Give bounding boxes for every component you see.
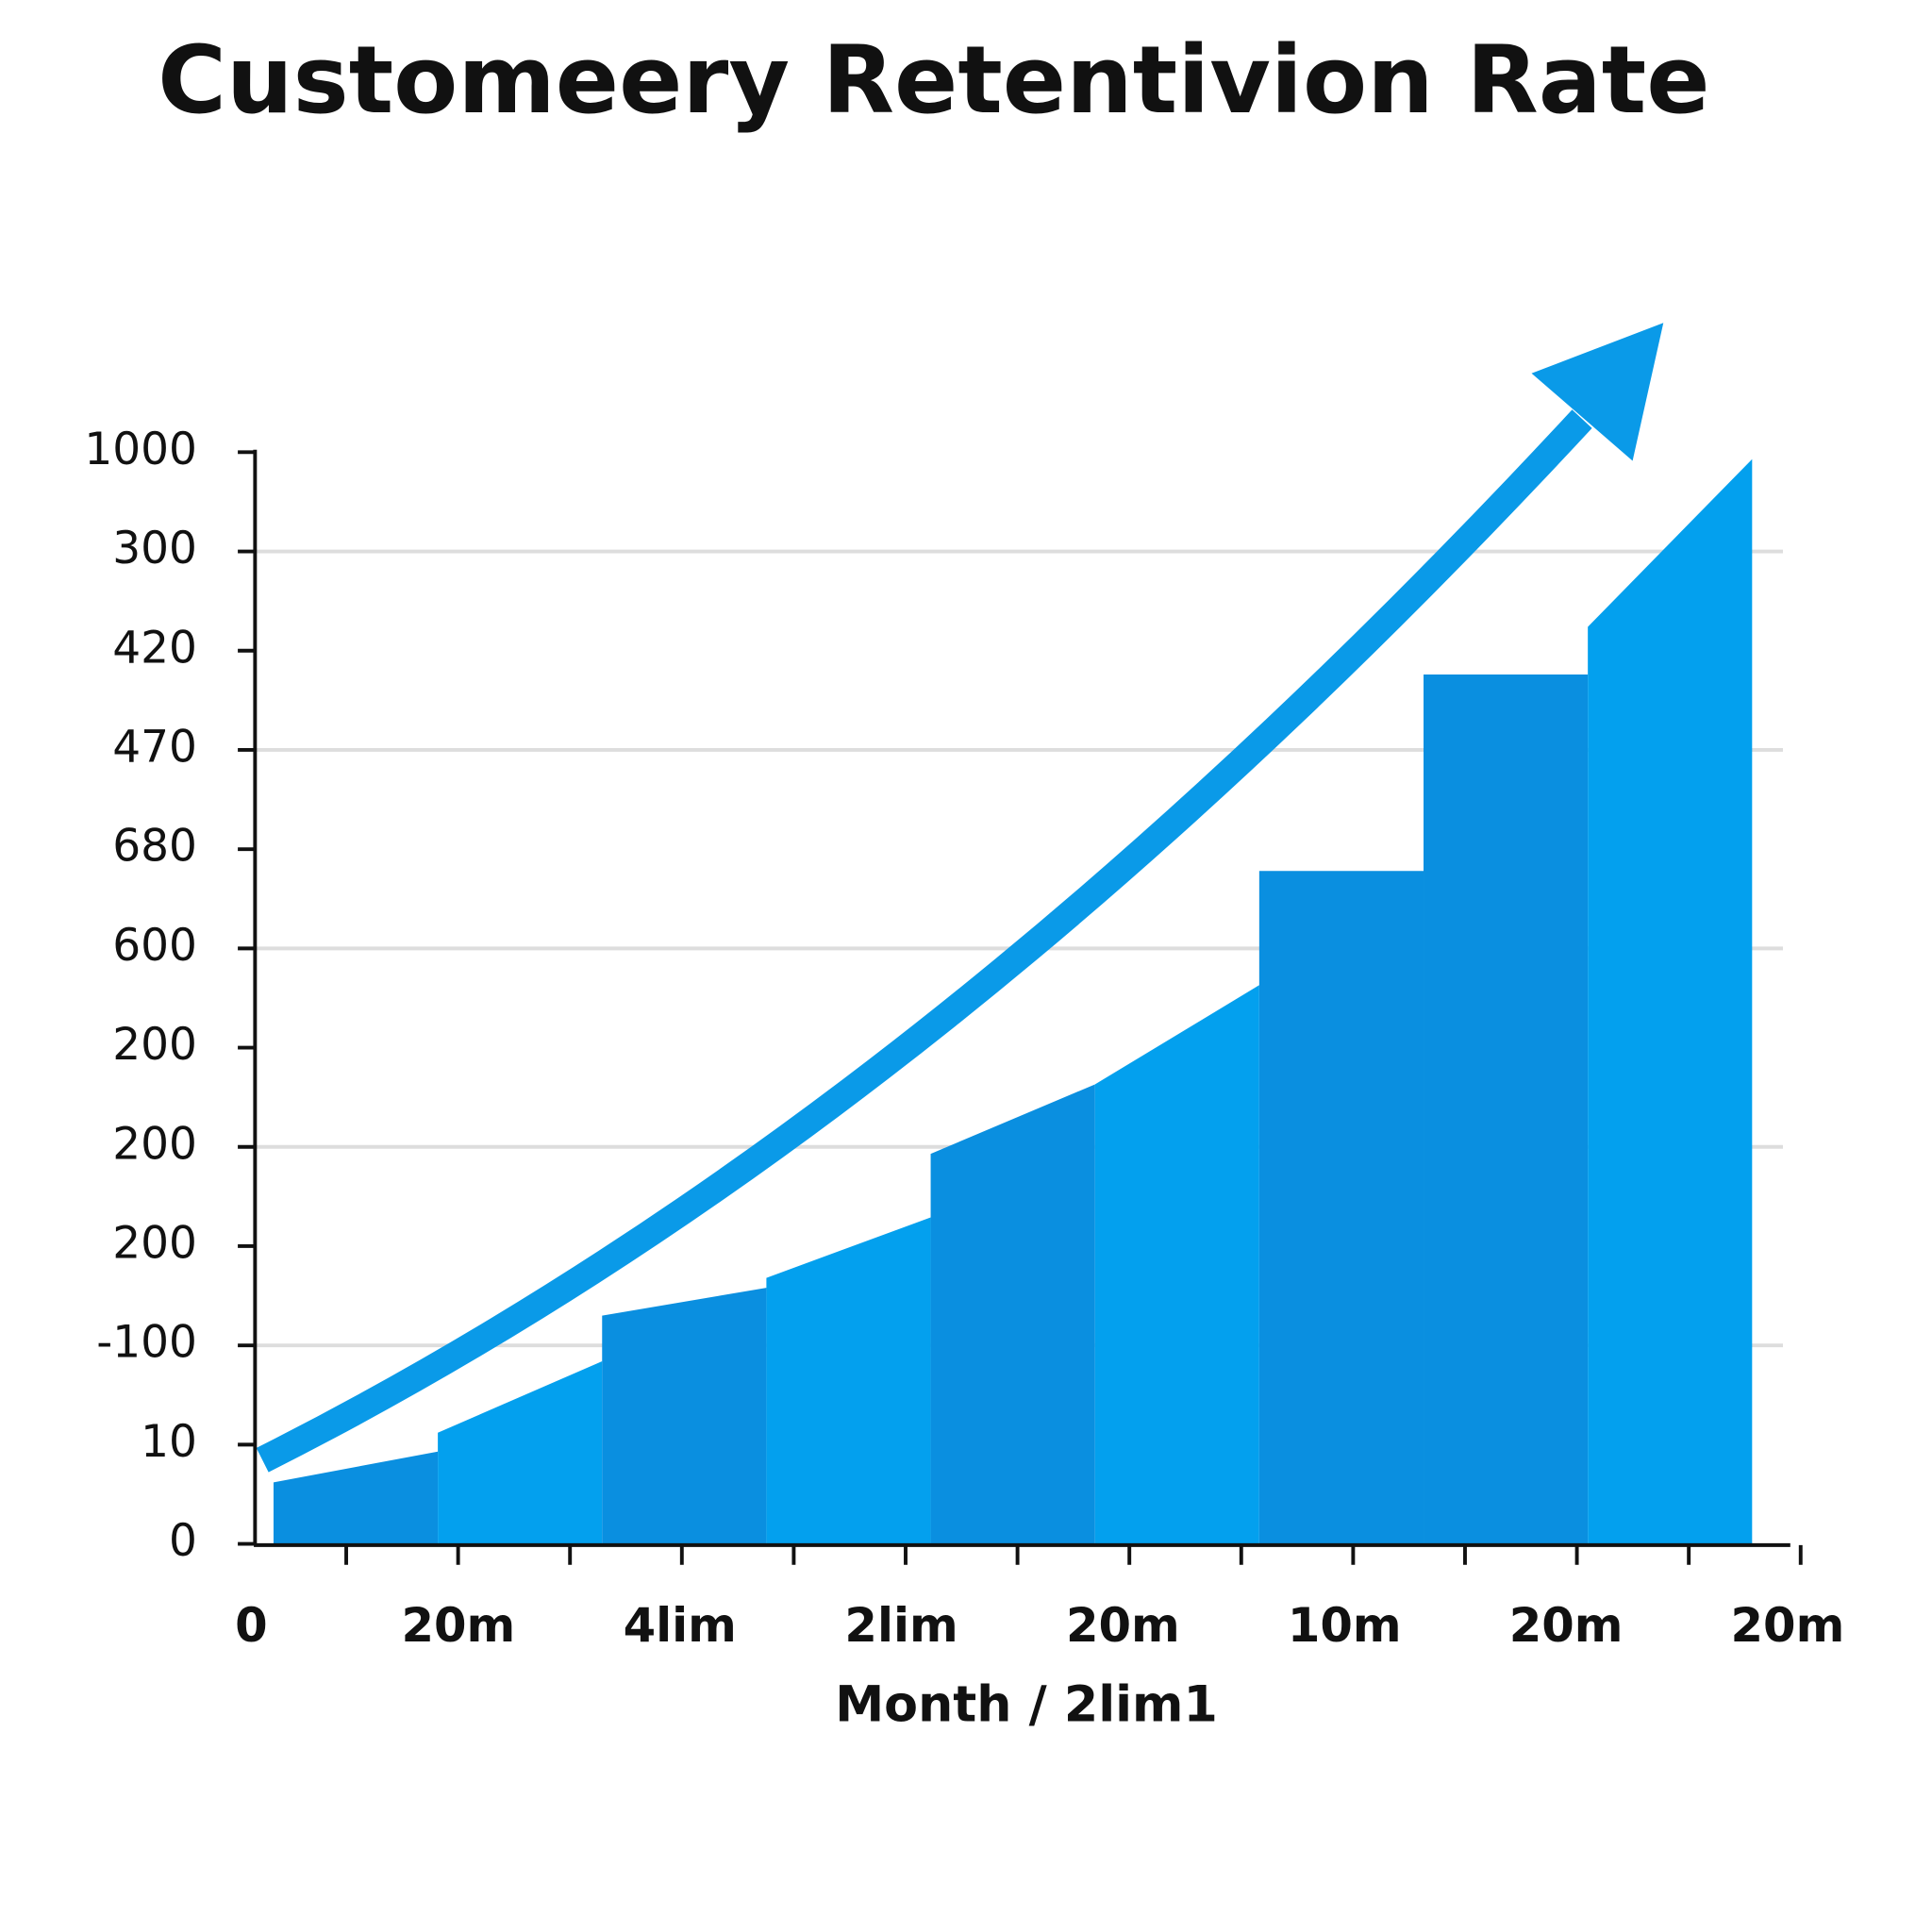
y-tick-label: 200 xyxy=(112,1019,197,1071)
bar xyxy=(273,1451,439,1544)
y-tick-label: 470 xyxy=(112,721,197,773)
labels: 0 10 -100 200 200 200 600 680 470 420 300 1000 0 20m 4… xyxy=(84,424,1844,1653)
x-tick-label: 20m xyxy=(1731,1598,1845,1653)
x-tick-label: 0 xyxy=(235,1598,268,1653)
chart-title: Customeery Retentivion Rate xyxy=(158,26,1709,135)
bar xyxy=(438,1360,603,1544)
y-tick-label: 600 xyxy=(112,920,197,972)
bar xyxy=(602,1288,767,1544)
bar xyxy=(1258,871,1424,1544)
bar xyxy=(930,1084,1095,1544)
x-tick-label: 10m xyxy=(1288,1598,1402,1653)
trend-arrow-shaft xyxy=(256,409,1592,1473)
y-tick-label: -100 xyxy=(96,1317,197,1369)
bar xyxy=(1094,985,1259,1544)
y-tick-label: 0 xyxy=(169,1515,197,1567)
x-tick-label: 4lim xyxy=(624,1598,737,1653)
x-ticks xyxy=(344,1544,1803,1565)
bar xyxy=(766,1217,931,1544)
y-tick-label: 10 xyxy=(141,1416,197,1468)
y-tick-label: 420 xyxy=(112,622,197,674)
y-tick-label: 200 xyxy=(112,1118,197,1170)
bar xyxy=(1424,674,1589,1544)
x-tick-label: 20m xyxy=(401,1598,515,1653)
axes xyxy=(238,449,1803,1565)
bar xyxy=(1588,458,1753,1544)
x-tick-label: 20m xyxy=(1066,1598,1180,1653)
y-tick-label: 300 xyxy=(112,523,197,575)
x-tick-label: 20m xyxy=(1509,1598,1624,1653)
x-tick-label: 2lim xyxy=(844,1598,958,1653)
y-tick-label: 200 xyxy=(112,1217,197,1269)
trend-arrow-head xyxy=(1531,323,1664,461)
y-tick-label: 1000 xyxy=(84,424,197,475)
bars xyxy=(273,458,1753,1544)
y-tick-label: 680 xyxy=(112,821,197,873)
x-axis-label: Month / 2lim1 xyxy=(835,1676,1218,1733)
